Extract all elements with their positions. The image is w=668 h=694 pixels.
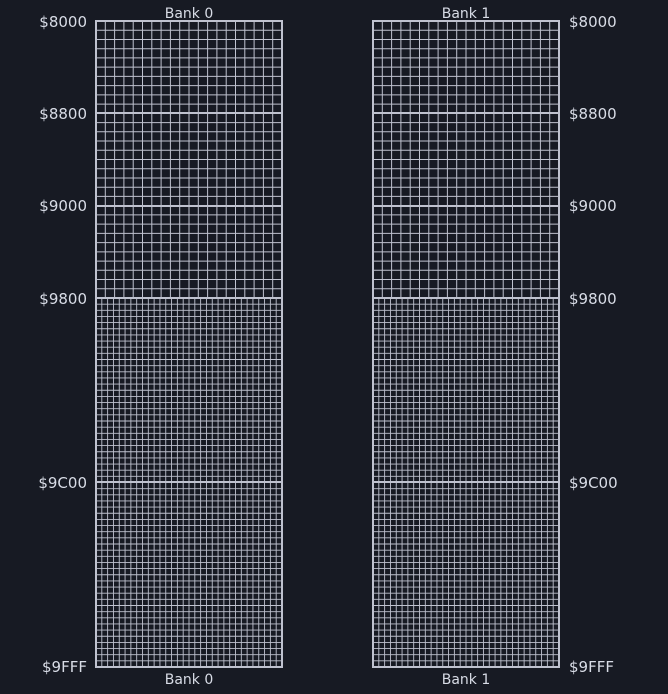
left-address-8000: $8000 bbox=[39, 13, 87, 31]
right-address-8000: $8000 bbox=[569, 13, 617, 31]
left-address-9800: $9800 bbox=[39, 290, 87, 308]
bank-1-panel: Bank 1 Bank 1 bbox=[372, 6, 560, 688]
left-address-9fff: $9FFF bbox=[42, 658, 87, 676]
bank-0-panel: Bank 0 Bank 0 bbox=[95, 6, 283, 688]
bank-1-grid bbox=[372, 20, 560, 668]
right-address-labels: $8000 $8800 $9000 $9800 $9C00 $9FFF bbox=[569, 13, 618, 676]
bank-0-border bbox=[95, 20, 283, 668]
bank-1-border bbox=[372, 20, 560, 668]
right-address-9000: $9000 bbox=[569, 197, 617, 215]
bank-1-top-label: Bank 1 bbox=[442, 6, 491, 22]
bank-0-bottom-label: Bank 0 bbox=[165, 672, 214, 688]
right-address-9c00: $9C00 bbox=[569, 474, 618, 492]
bank-0-grid bbox=[95, 20, 283, 668]
left-address-9000: $9000 bbox=[39, 197, 87, 215]
bank-0-top-label: Bank 0 bbox=[165, 6, 214, 22]
bank-1-bottom-label: Bank 1 bbox=[442, 672, 491, 688]
left-address-9c00: $9C00 bbox=[38, 474, 87, 492]
right-address-9fff: $9FFF bbox=[569, 658, 614, 676]
left-address-labels: $8000 $8800 $9000 $9800 $9C00 $9FFF bbox=[38, 13, 87, 676]
left-address-8800: $8800 bbox=[39, 105, 87, 123]
right-address-8800: $8800 bbox=[569, 105, 617, 123]
right-address-9800: $9800 bbox=[569, 290, 617, 308]
